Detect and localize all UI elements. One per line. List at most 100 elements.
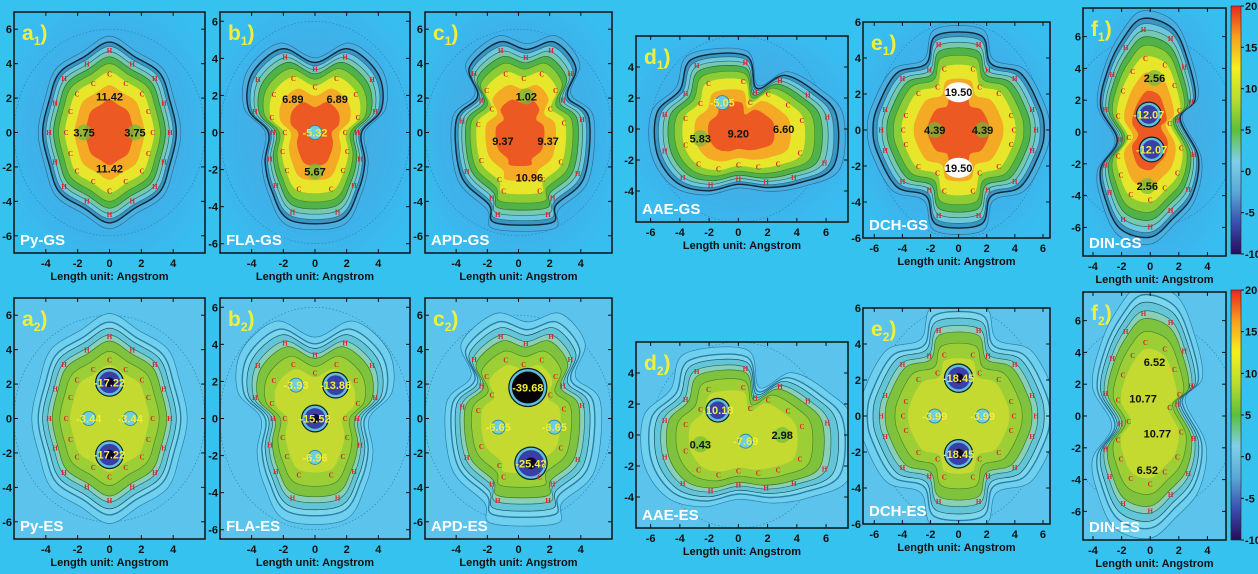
atom-label-c: C: [282, 415, 287, 423]
x-tick-label: 6: [823, 227, 829, 239]
atom-label-c: C: [1119, 456, 1124, 464]
atom-label-h: H: [61, 469, 67, 477]
atom-label-c: C: [296, 186, 301, 194]
panel-label-paren: ): [664, 46, 671, 69]
atom-label-h: H: [167, 415, 173, 423]
ring-value-label: 19.50: [945, 87, 973, 99]
x-axis-label: Length unit: Angstrom: [256, 557, 374, 569]
atom-label-h: H: [342, 339, 348, 347]
ring-value-label: -6.96: [302, 452, 327, 464]
negative-core: [511, 371, 544, 404]
atom-label-c: C: [996, 163, 1001, 171]
atom-label-c: C: [736, 161, 741, 169]
y-tick-label: -6: [208, 239, 218, 251]
atom-label-h: H: [52, 158, 58, 166]
atom-label-h: H: [708, 181, 714, 189]
atom-label-c: C: [284, 167, 289, 175]
y-tick-label: 4: [417, 345, 424, 357]
atom-label-c: C: [503, 356, 508, 364]
ring-value-label: 2.56: [1137, 181, 1158, 193]
atom-label-c: C: [68, 436, 73, 444]
x-tick-label: 2: [138, 544, 144, 556]
y-tick-label: 4: [628, 62, 635, 74]
atom-label-c: C: [1172, 366, 1177, 374]
atom-label-h: H: [694, 368, 700, 376]
atom-label-h: H: [1029, 392, 1035, 400]
atom-label-h: H: [1186, 186, 1192, 194]
atom-label-c: C: [716, 166, 721, 174]
x-tick-label: -2: [704, 227, 714, 239]
atom-label-c: C: [942, 188, 947, 196]
atom-label-c: C: [1120, 87, 1125, 95]
atom-label-h: H: [460, 404, 466, 412]
atom-label-h: H: [1120, 216, 1126, 224]
ring-value-label: 5.67: [304, 166, 325, 178]
panel-label-subscript: 1: [445, 34, 452, 48]
y-tick-label: 4: [417, 59, 424, 71]
x-tick-label: -2: [482, 258, 492, 270]
x-tick-label: 4: [794, 533, 801, 545]
atom-label-c: C: [74, 168, 79, 176]
atom-label-h: H: [252, 394, 258, 402]
atom-label-h: H: [976, 498, 982, 506]
atom-label-h: H: [560, 96, 566, 104]
atom-label-h: H: [464, 168, 470, 176]
y-tick-label: 2: [212, 376, 218, 388]
atom-label-c: C: [903, 141, 908, 149]
atom-label-c: C: [970, 188, 975, 196]
colorbar-tick-label: 0: [1245, 452, 1251, 464]
contour-core: [908, 358, 1010, 474]
atom-label-c: C: [146, 150, 151, 158]
saturated-region: [944, 82, 973, 103]
atom-label-h: H: [273, 182, 279, 190]
ring-value-label: 6.52: [1137, 465, 1158, 477]
ring-value-label: 3.75: [124, 128, 145, 140]
x-tick-label: 0: [735, 227, 741, 239]
y-tick-label: 4: [212, 53, 219, 65]
atom-label-c: C: [497, 462, 502, 470]
y-tick-label: -6: [208, 525, 218, 537]
x-tick-label: -6: [869, 529, 879, 541]
atom-label-h: H: [84, 484, 90, 492]
x-tick-label: -4: [41, 544, 52, 556]
atom-label-c: C: [1012, 413, 1017, 421]
atom-label-h: H: [335, 494, 341, 502]
ring-value-label: -6.65: [486, 422, 511, 434]
atom-label-h: H: [161, 444, 167, 452]
panel-label-paren: ): [451, 308, 458, 331]
atom-label-c: C: [476, 121, 481, 129]
ring-value-label: 1.02: [516, 91, 537, 103]
atom-label-c: C: [698, 100, 703, 108]
atom-label-h: H: [1181, 348, 1187, 356]
atom-label-h: H: [694, 62, 700, 70]
atom-label-h: H: [752, 395, 758, 403]
contour-core: [1120, 348, 1179, 479]
colorbar-tick-label: 0: [1245, 166, 1251, 178]
ring-value-label: 10.77: [1144, 428, 1172, 440]
atom-label-c: C: [269, 400, 274, 408]
atom-label-h: H: [1012, 464, 1018, 472]
y-tick-label: -4: [413, 482, 424, 494]
atom-label-c: C: [537, 188, 542, 196]
atom-label-h: H: [1029, 147, 1035, 155]
atom-label-c: C: [146, 108, 151, 116]
atom-label-c: C: [334, 75, 339, 83]
panel-e2: -18.45 -3.99 -3.99 -18.45 H H H H H H H H H H H H H H H H H H…: [851, 303, 1051, 554]
atom-label-c: C: [756, 163, 761, 171]
atom-label-h: H: [1168, 35, 1174, 43]
atom-label-c: C: [1175, 170, 1180, 178]
x-tick-label: -4: [1088, 261, 1099, 273]
panel-label-subscript: 2: [1098, 314, 1105, 328]
atom-label-h: H: [282, 53, 288, 61]
colorbar-gradient: [1230, 5, 1242, 255]
low-region: [926, 122, 943, 138]
panel-label: f2): [1091, 302, 1112, 328]
y-tick-label: -4: [624, 492, 635, 504]
atom-label-h: H: [129, 484, 135, 492]
x-tick-label: 4: [170, 258, 177, 270]
